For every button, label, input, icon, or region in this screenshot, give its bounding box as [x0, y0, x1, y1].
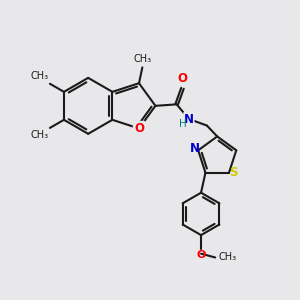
Text: S: S	[229, 166, 238, 179]
Text: CH₃: CH₃	[218, 253, 236, 262]
Text: O: O	[196, 250, 206, 260]
Text: N: N	[184, 112, 194, 125]
Text: H: H	[178, 119, 186, 129]
Text: CH₃: CH₃	[30, 130, 48, 140]
Text: N: N	[190, 142, 200, 155]
Text: O: O	[178, 72, 188, 86]
Text: O: O	[134, 122, 144, 135]
Text: CH₃: CH₃	[30, 71, 48, 81]
Text: CH₃: CH₃	[133, 54, 152, 64]
